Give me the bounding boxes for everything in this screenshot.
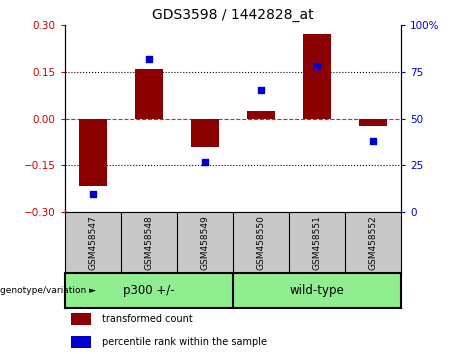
Text: genotype/variation ►: genotype/variation ► xyxy=(0,286,96,295)
Text: percentile rank within the sample: percentile rank within the sample xyxy=(101,337,266,347)
Bar xyxy=(303,34,331,119)
Title: GDS3598 / 1442828_at: GDS3598 / 1442828_at xyxy=(152,8,313,22)
Text: GSM458550: GSM458550 xyxy=(256,215,266,270)
Text: GSM458549: GSM458549 xyxy=(200,215,209,270)
Text: GSM458551: GSM458551 xyxy=(313,215,321,270)
Text: transformed count: transformed count xyxy=(101,314,192,324)
Text: GSM458552: GSM458552 xyxy=(368,215,378,270)
Bar xyxy=(71,313,91,325)
Text: p300 +/-: p300 +/- xyxy=(123,284,174,297)
Point xyxy=(369,138,377,144)
Point xyxy=(201,159,208,165)
Bar xyxy=(135,69,163,119)
Bar xyxy=(71,336,91,348)
Point xyxy=(89,191,96,196)
Text: wild-type: wild-type xyxy=(290,284,344,297)
Point xyxy=(145,56,152,61)
Point xyxy=(313,63,321,69)
Bar xyxy=(359,119,387,126)
Text: GSM458548: GSM458548 xyxy=(144,215,153,270)
Bar xyxy=(78,119,106,186)
Point xyxy=(257,87,265,93)
Bar xyxy=(247,111,275,119)
Bar xyxy=(191,119,219,147)
Text: GSM458547: GSM458547 xyxy=(88,215,97,270)
